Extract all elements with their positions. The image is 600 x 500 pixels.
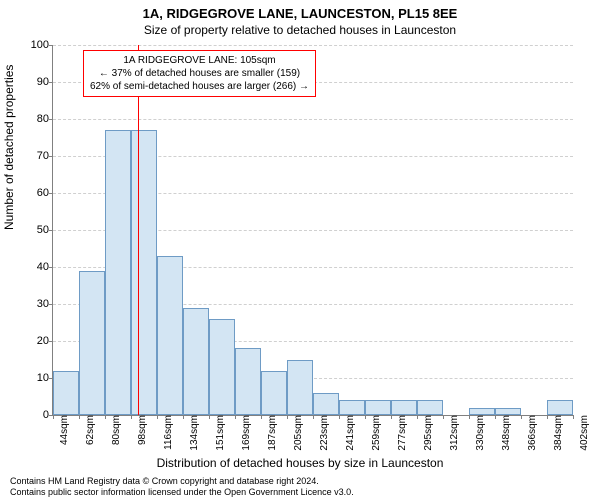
- xtick-mark: [339, 415, 340, 419]
- xtick-mark: [365, 415, 366, 419]
- xtick-label: 330sqm: [473, 415, 486, 451]
- annotation-box: 1A RIDGEGROVE LANE: 105sqm← 37% of detac…: [83, 50, 316, 97]
- xtick-label: 402sqm: [577, 415, 590, 451]
- gridline: [53, 119, 573, 120]
- xtick-mark: [157, 415, 158, 419]
- xtick-label: 277sqm: [395, 415, 408, 451]
- histogram-bar: [339, 400, 365, 415]
- xtick-mark: [53, 415, 54, 419]
- histogram-bar: [287, 360, 313, 416]
- xtick-mark: [443, 415, 444, 419]
- annotation-line: 1A RIDGEGROVE LANE: 105sqm: [90, 54, 309, 67]
- xtick-label: 80sqm: [109, 415, 122, 445]
- xtick-label: 312sqm: [447, 415, 460, 451]
- histogram-bar: [183, 308, 209, 415]
- histogram-bar: [313, 393, 339, 415]
- histogram-bar: [235, 348, 261, 415]
- xtick-label: 62sqm: [83, 415, 96, 445]
- annotation-line: 62% of semi-detached houses are larger (…: [90, 80, 309, 93]
- histogram-bar: [261, 371, 287, 415]
- xtick-label: 151sqm: [213, 415, 226, 451]
- footnote-line-2: Contains public sector information licen…: [10, 487, 354, 498]
- y-axis-label: Number of detached properties: [2, 65, 16, 230]
- xtick-mark: [235, 415, 236, 419]
- xtick-label: 348sqm: [499, 415, 512, 451]
- xtick-label: 98sqm: [135, 415, 148, 445]
- histogram-bar: [105, 130, 131, 415]
- xtick-label: 241sqm: [343, 415, 356, 451]
- histogram-bar: [547, 400, 573, 415]
- histogram-bar: [157, 256, 183, 415]
- ytick-label: 90: [37, 76, 53, 88]
- xtick-mark: [105, 415, 106, 419]
- xtick-mark: [79, 415, 80, 419]
- xtick-mark: [131, 415, 132, 419]
- ytick-label: 20: [37, 335, 53, 347]
- xtick-mark: [313, 415, 314, 419]
- ytick-label: 100: [31, 39, 53, 51]
- footnote-line-1: Contains HM Land Registry data © Crown c…: [10, 476, 354, 487]
- xtick-mark: [391, 415, 392, 419]
- page-title: 1A, RIDGEGROVE LANE, LAUNCESTON, PL15 8E…: [0, 0, 600, 21]
- histogram-bar: [495, 408, 521, 415]
- xtick-label: 205sqm: [291, 415, 304, 451]
- ytick-label: 10: [37, 372, 53, 384]
- xtick-label: 116sqm: [161, 415, 174, 450]
- xtick-label: 259sqm: [369, 415, 382, 451]
- page-subtitle: Size of property relative to detached ho…: [0, 21, 600, 37]
- histogram-bar: [469, 408, 495, 415]
- xtick-label: 223sqm: [317, 415, 330, 451]
- histogram-bar: [53, 371, 79, 415]
- xtick-mark: [547, 415, 548, 419]
- gridline: [53, 45, 573, 46]
- histogram-bar: [209, 319, 235, 415]
- ytick-label: 60: [37, 187, 53, 199]
- ytick-label: 40: [37, 261, 53, 273]
- histogram-bar: [79, 271, 105, 415]
- ytick-label: 80: [37, 113, 53, 125]
- xtick-label: 295sqm: [421, 415, 434, 451]
- xtick-mark: [209, 415, 210, 419]
- histogram-bar: [365, 400, 391, 415]
- xtick-mark: [417, 415, 418, 419]
- ytick-label: 30: [37, 298, 53, 310]
- histogram-bar: [131, 130, 157, 415]
- xtick-label: 366sqm: [525, 415, 538, 451]
- histogram-bar: [417, 400, 443, 415]
- xtick-mark: [573, 415, 574, 419]
- xtick-mark: [183, 415, 184, 419]
- x-axis-label: Distribution of detached houses by size …: [0, 456, 600, 470]
- xtick-label: 384sqm: [551, 415, 564, 451]
- histogram-bar: [391, 400, 417, 415]
- xtick-mark: [521, 415, 522, 419]
- ytick-label: 70: [37, 150, 53, 162]
- xtick-label: 134sqm: [187, 415, 200, 451]
- annotation-line: ← 37% of detached houses are smaller (15…: [90, 67, 309, 80]
- ytick-label: 0: [43, 409, 53, 421]
- xtick-mark: [469, 415, 470, 419]
- ytick-label: 50: [37, 224, 53, 236]
- xtick-mark: [287, 415, 288, 419]
- xtick-label: 187sqm: [265, 415, 278, 451]
- xtick-mark: [261, 415, 262, 419]
- histogram-chart: 010203040506070809010044sqm62sqm80sqm98s…: [52, 45, 573, 416]
- reference-line: [138, 45, 139, 415]
- footnote: Contains HM Land Registry data © Crown c…: [10, 476, 354, 498]
- xtick-mark: [495, 415, 496, 419]
- xtick-label: 169sqm: [239, 415, 252, 451]
- xtick-label: 44sqm: [57, 415, 70, 445]
